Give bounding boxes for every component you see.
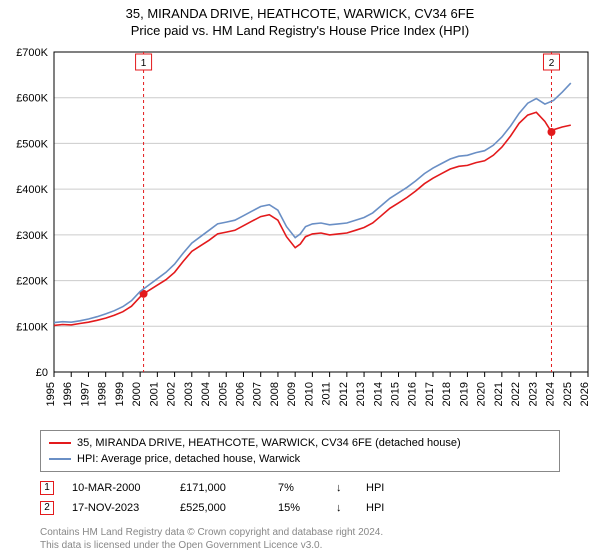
svg-text:1995: 1995 <box>45 382 57 406</box>
annotation-row: 2 17-NOV-2023 £525,000 15% ↓ HPI <box>40 498 560 518</box>
legend-item: 35, MIRANDA DRIVE, HEATHCOTE, WARWICK, C… <box>49 435 551 451</box>
footer-line-1: Contains HM Land Registry data © Crown c… <box>40 526 560 539</box>
line-chart: £0 £100K £200K £300K £400K £500K £600K £700K 199… <box>4 44 596 424</box>
annotation-pct: 15% <box>278 498 318 518</box>
annotation-price: £525,000 <box>180 498 260 518</box>
title-line-2: Price paid vs. HM Land Registry's House … <box>0 23 600 38</box>
svg-text:2013: 2013 <box>355 382 367 406</box>
svg-text:2004: 2004 <box>200 382 212 406</box>
annotation-hpi: HPI <box>366 478 396 498</box>
title-block: 35, MIRANDA DRIVE, HEATHCOTE, WARWICK, C… <box>0 0 600 40</box>
legend-label: 35, MIRANDA DRIVE, HEATHCOTE, WARWICK, C… <box>77 435 461 451</box>
svg-text:2012: 2012 <box>338 382 350 406</box>
legend-item: HPI: Average price, detached house, Warw… <box>49 451 551 467</box>
annotation-hpi: HPI <box>366 498 396 518</box>
down-arrow-icon: ↓ <box>336 478 348 498</box>
svg-text:1996: 1996 <box>62 382 74 406</box>
svg-text:1998: 1998 <box>97 382 109 406</box>
svg-text:2003: 2003 <box>183 382 195 406</box>
svg-text:2019: 2019 <box>458 382 470 406</box>
svg-text:£100K: £100K <box>16 321 48 333</box>
annotation-date: 17-NOV-2023 <box>72 498 162 518</box>
svg-text:2024: 2024 <box>545 382 557 406</box>
svg-text:2: 2 <box>549 58 555 69</box>
legend-label: HPI: Average price, detached house, Warw… <box>77 451 300 467</box>
svg-text:2007: 2007 <box>252 382 264 406</box>
footer-line-2: This data is licensed under the Open Gov… <box>40 539 560 552</box>
svg-text:2026: 2026 <box>579 382 591 406</box>
svg-text:2006: 2006 <box>234 382 246 406</box>
svg-text:2017: 2017 <box>424 382 436 406</box>
svg-text:2014: 2014 <box>372 382 384 406</box>
svg-text:2015: 2015 <box>390 382 402 406</box>
svg-text:1: 1 <box>141 58 147 69</box>
svg-text:2018: 2018 <box>441 382 453 406</box>
annotation-row: 1 10-MAR-2000 £171,000 7% ↓ HPI <box>40 478 560 498</box>
footer-attribution: Contains HM Land Registry data © Crown c… <box>40 526 560 552</box>
legend-swatch <box>49 458 71 460</box>
svg-text:2020: 2020 <box>476 382 488 406</box>
chart-area: £0 £100K £200K £300K £400K £500K £600K £700K 199… <box>4 44 592 424</box>
annotation-price: £171,000 <box>180 478 260 498</box>
svg-text:2023: 2023 <box>527 382 539 406</box>
svg-text:£300K: £300K <box>16 230 48 242</box>
svg-text:£600K: £600K <box>16 93 48 105</box>
svg-text:1997: 1997 <box>79 382 91 406</box>
annotation-pct: 7% <box>278 478 318 498</box>
svg-text:2016: 2016 <box>407 382 419 406</box>
svg-text:£500K: £500K <box>16 138 48 150</box>
svg-text:2000: 2000 <box>131 382 143 406</box>
svg-text:2021: 2021 <box>493 382 505 406</box>
down-arrow-icon: ↓ <box>336 498 348 518</box>
svg-text:2011: 2011 <box>321 382 333 406</box>
svg-text:1999: 1999 <box>114 382 126 406</box>
annotation-date: 10-MAR-2000 <box>72 478 162 498</box>
chart-container: 35, MIRANDA DRIVE, HEATHCOTE, WARWICK, C… <box>0 0 600 560</box>
annotation-badge: 2 <box>40 501 54 515</box>
svg-text:2001: 2001 <box>148 382 160 406</box>
title-line-1: 35, MIRANDA DRIVE, HEATHCOTE, WARWICK, C… <box>0 6 600 21</box>
legend-swatch <box>49 442 71 444</box>
legend: 35, MIRANDA DRIVE, HEATHCOTE, WARWICK, C… <box>40 430 560 472</box>
svg-text:2005: 2005 <box>217 382 229 406</box>
svg-text:£700K: £700K <box>16 47 48 59</box>
svg-text:2022: 2022 <box>510 382 522 406</box>
svg-text:2025: 2025 <box>562 382 574 406</box>
svg-text:£0: £0 <box>36 367 48 379</box>
svg-text:£200K: £200K <box>16 276 48 288</box>
annotation-badge: 1 <box>40 481 54 495</box>
svg-text:2010: 2010 <box>303 382 315 406</box>
svg-text:£400K: £400K <box>16 184 48 196</box>
annotation-table: 1 10-MAR-2000 £171,000 7% ↓ HPI 2 17-NOV-2023 £5… <box>40 478 560 518</box>
svg-text:2008: 2008 <box>269 382 281 406</box>
svg-text:2009: 2009 <box>286 382 298 406</box>
svg-text:2002: 2002 <box>166 382 178 406</box>
